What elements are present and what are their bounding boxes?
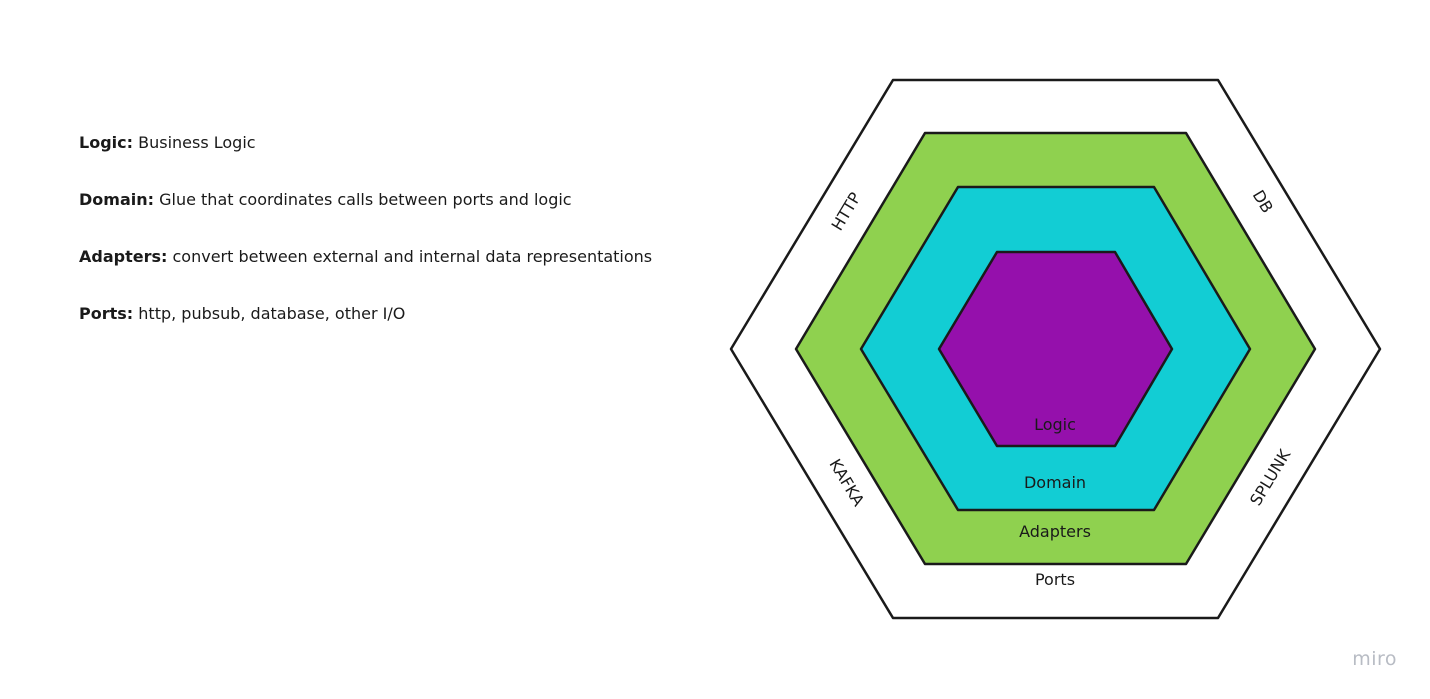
layer-label-domain: Domain: [1024, 473, 1086, 492]
legend-item-adapters: Adapters: convert between external and i…: [79, 245, 719, 269]
miro-watermark: miro: [1352, 648, 1397, 670]
layer-label-logic: Logic: [1034, 415, 1076, 434]
legend-item-ports: Ports: http, pubsub, database, other I/O: [79, 302, 719, 326]
legend-term: Logic:: [79, 133, 134, 152]
legend-description: Glue that coordinates calls between port…: [159, 190, 572, 209]
layer-label-ports: Ports: [1035, 570, 1075, 589]
legend-term: Adapters:: [79, 247, 168, 266]
legend-item-logic: Logic: Business Logic: [79, 131, 719, 155]
legend-description: http, pubsub, database, other I/O: [138, 304, 406, 323]
hexagon-logic-layer: [937, 250, 1174, 448]
legend-description: Business Logic: [138, 133, 256, 152]
legend-item-domain: Domain: Glue that coordinates calls betw…: [79, 188, 719, 212]
legend-term: Ports:: [79, 304, 134, 323]
legend-description: convert between external and internal da…: [172, 247, 653, 266]
layer-label-adapters: Adapters: [1019, 522, 1091, 541]
legend: Logic: Business Logic Domain: Glue that …: [79, 131, 719, 359]
legend-term: Domain:: [79, 190, 155, 209]
